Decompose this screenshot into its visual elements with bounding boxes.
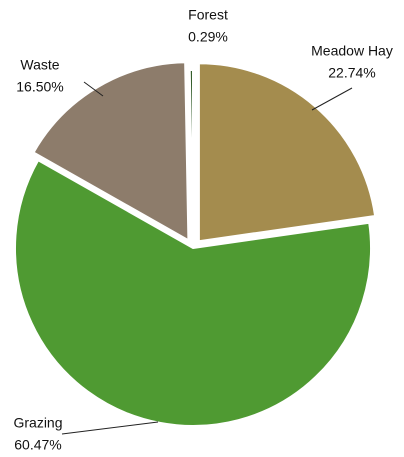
pie-slice — [32, 61, 190, 242]
pie-slice — [197, 62, 377, 243]
leader-line — [83, 81, 104, 97]
pie-slice — [14, 158, 372, 427]
slice-value-label: 0.29% — [188, 29, 228, 45]
slice-value-label: 60.47% — [14, 437, 61, 453]
pie-slice — [188, 68, 194, 249]
slice-value-label: 22.74% — [328, 65, 375, 81]
slice-label: Waste — [20, 57, 59, 73]
slice-label: Meadow Hay — [311, 43, 393, 59]
slice-label: Forest — [188, 7, 228, 23]
leader-line — [311, 87, 353, 111]
slice-value-label: 16.50% — [16, 79, 63, 95]
slice-label: Grazing — [13, 415, 62, 431]
leader-line — [61, 421, 159, 435]
